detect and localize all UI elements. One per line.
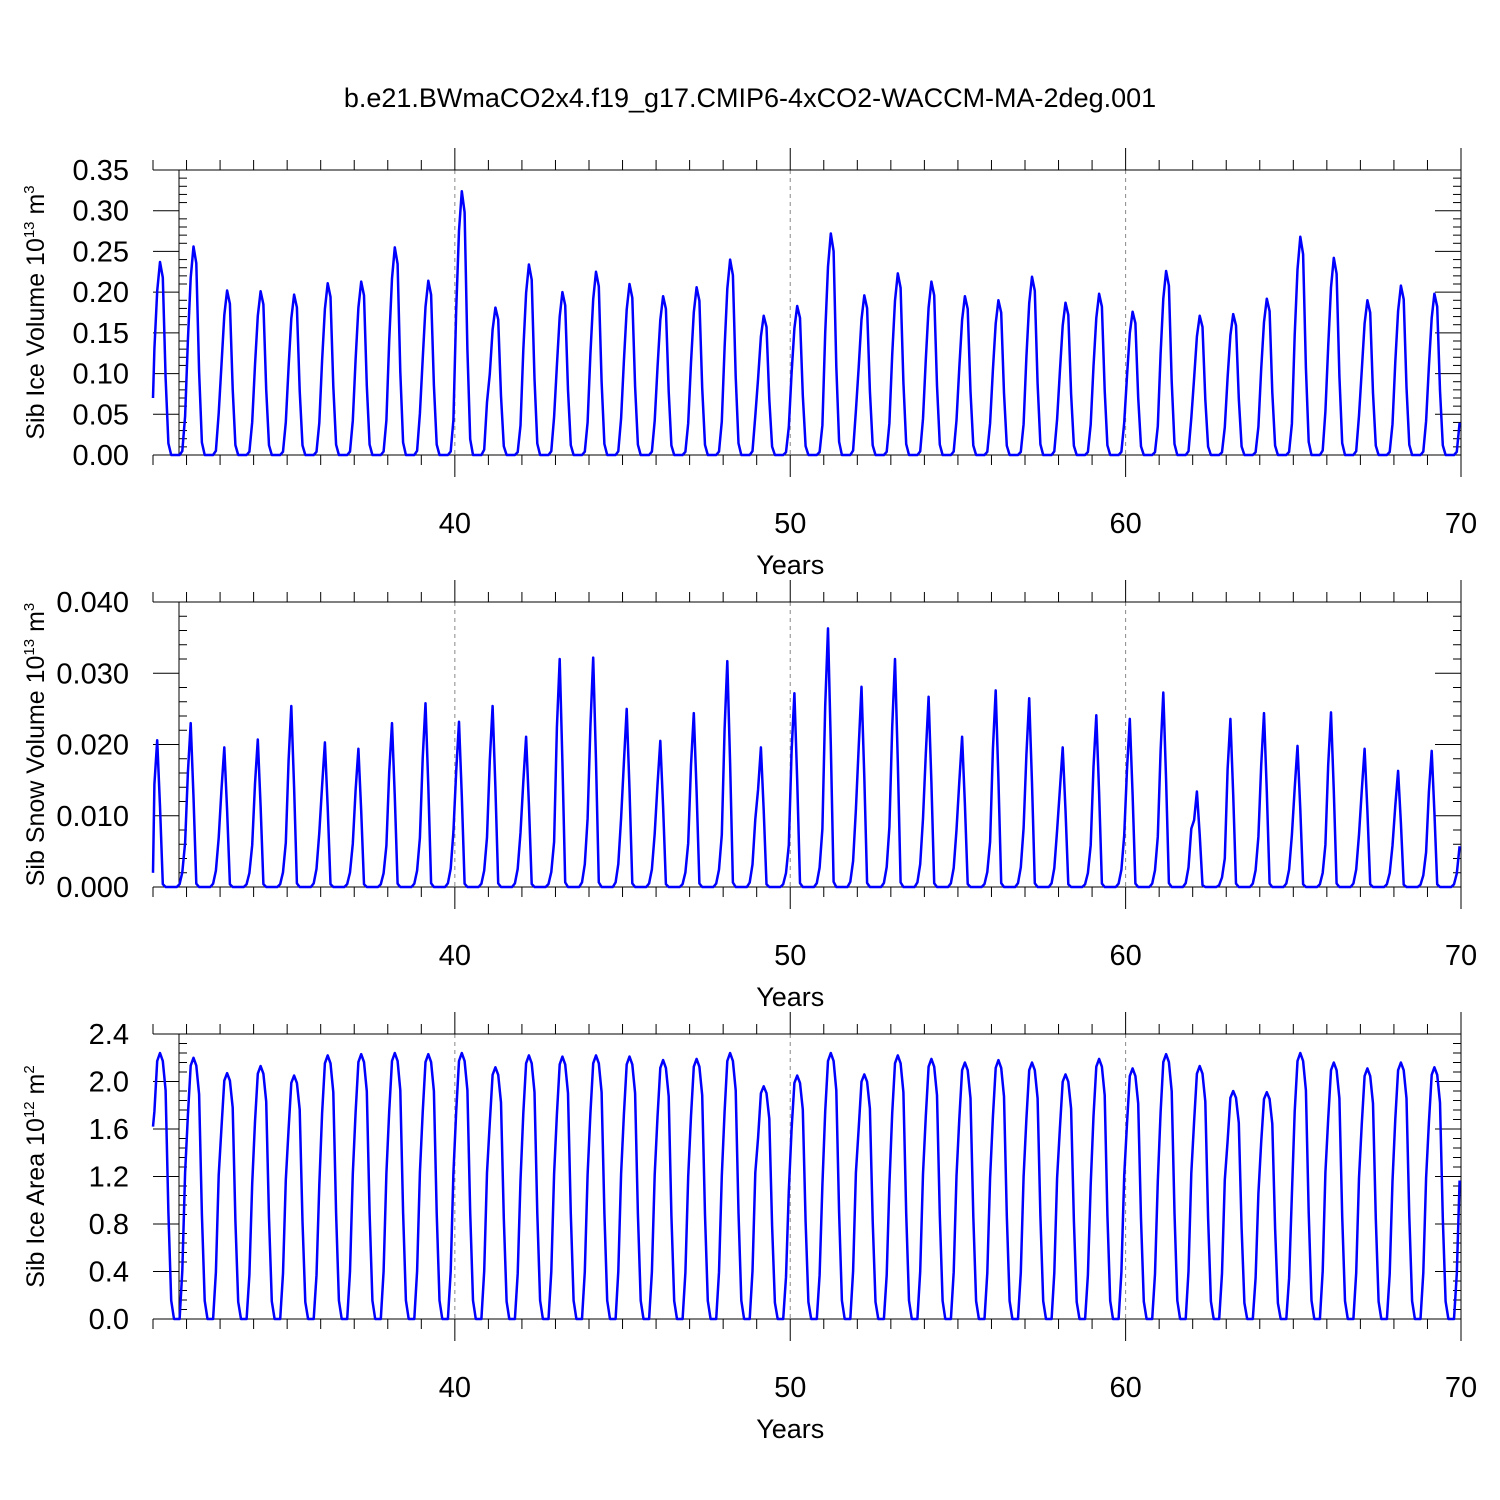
x-axis-title: Years [756, 1414, 824, 1444]
x-axis-title: Years [756, 550, 824, 580]
y-tick-label: 1.2 [89, 1162, 129, 1194]
y-tick-label: 0.00 [73, 440, 129, 472]
x-tick-label: 40 [439, 1372, 471, 1404]
x-tick-label: 70 [1445, 940, 1477, 972]
panel-ice-area: 0.0 0.4 0.8 1.2 1.6 2.0 2.4 40 50 60 70 Years Sib Ic… [21, 1012, 1477, 1444]
y-tick-label: 0.010 [56, 801, 129, 833]
x-tick-label: 60 [1109, 1372, 1141, 1404]
series-line-snow-volume [151, 627, 1461, 889]
y-axis-title: Sib Ice Area 1012 m2 [21, 1065, 50, 1287]
series-line-ice-area [151, 1051, 1461, 1321]
panel-snow-volume: 0.000 0.010 0.020 0.030 0.040 40 50 60 70 Years Si… [21, 580, 1477, 1012]
y-tick-label: 2.4 [89, 1019, 129, 1051]
y-tick-label: 0.05 [73, 399, 129, 431]
y-tick-label: 0.000 [56, 872, 129, 904]
y-tick-label: 0.20 [73, 277, 129, 309]
panel-ice-volume: 0.00 0.05 0.10 0.15 0.20 0.25 0.30 0.35 40 50 60 70… [21, 148, 1477, 580]
y-tick-label: 1.6 [89, 1114, 129, 1146]
x-tick-label: 50 [774, 940, 806, 972]
y-tick-label: 0.040 [56, 587, 129, 619]
y-tick-label: 0.10 [73, 359, 129, 391]
chart-title: b.e21.BWmaCO2x4.f19_g17.CMIP6-4xCO2-WACC… [344, 83, 1156, 113]
y-tick-label: 0.0 [89, 1304, 129, 1336]
chart-panels: 0.00 0.05 0.10 0.15 0.20 0.25 0.30 0.35 40 50 60 70… [21, 148, 1477, 1444]
x-tick-label: 50 [774, 508, 806, 540]
x-axis-title: Years [756, 982, 824, 1012]
x-tick-label: 50 [774, 1372, 806, 1404]
y-tick-label: 0.30 [73, 196, 129, 228]
y-tick-label: 0.020 [56, 730, 129, 762]
x-tick-label: 60 [1109, 940, 1141, 972]
y-tick-label: 0.25 [73, 236, 129, 268]
x-tick-label: 70 [1445, 508, 1477, 540]
y-axis-title: Sib Ice Volume 1013 m3 [21, 185, 50, 439]
x-tick-label: 60 [1109, 508, 1141, 540]
y-tick-label: 0.030 [56, 658, 129, 690]
y-tick-label: 0.15 [73, 318, 129, 350]
y-tick-label: 0.4 [89, 1257, 129, 1289]
y-axis-title: Sib Snow Volume 1013 m3 [21, 603, 50, 887]
x-tick-label: 70 [1445, 1372, 1477, 1404]
y-tick-label: 0.35 [73, 155, 129, 187]
x-tick-label: 40 [439, 940, 471, 972]
y-tick-label: 2.0 [89, 1067, 129, 1099]
series-line-ice-volume [151, 189, 1461, 457]
x-tick-label: 40 [439, 508, 471, 540]
y-tick-label: 0.8 [89, 1209, 129, 1241]
